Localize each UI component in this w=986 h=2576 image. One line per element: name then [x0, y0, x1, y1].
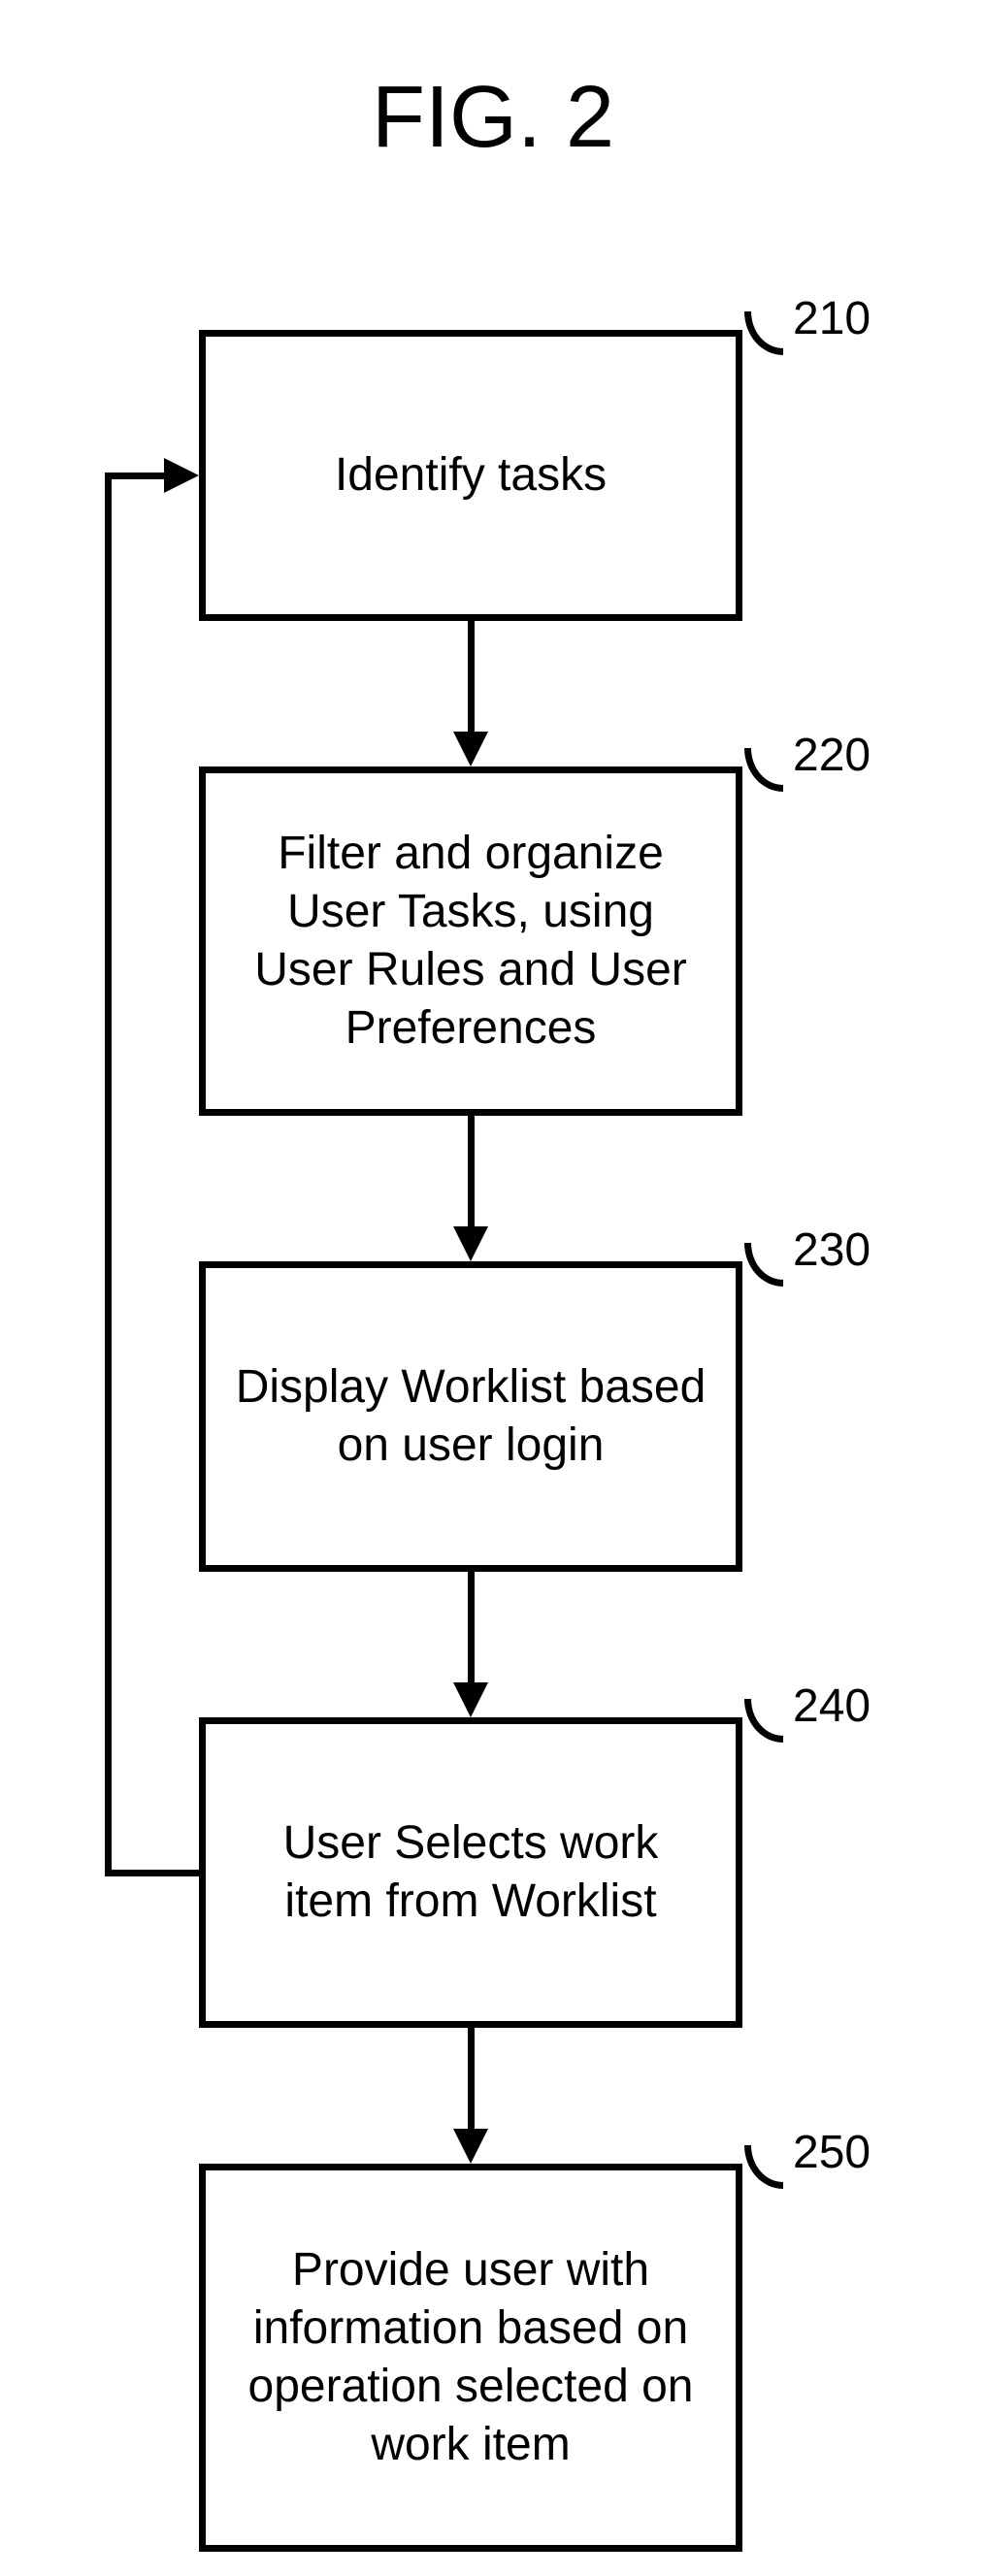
arrow-down-shaft [468, 2028, 475, 2129]
arrow-down-shaft [468, 1116, 475, 1226]
flow-step-label: Identify tasks [335, 446, 607, 505]
ref-number-240: 240 [793, 1679, 871, 1733]
arrow-down-head [453, 1682, 488, 1717]
ref-number-230: 230 [793, 1223, 871, 1277]
arrow-down-shaft [468, 1572, 475, 1682]
flow-step-label: Display Worklist based on user login [235, 1358, 707, 1475]
feedback-line-in [105, 473, 164, 479]
flow-step-b2: Filter and organize User Tasks, using Us… [199, 766, 742, 1116]
ref-lead-line [744, 1243, 783, 1287]
figure-title: FIG. 2 [0, 68, 986, 168]
arrow-down-head [453, 732, 488, 766]
ref-number-250: 250 [793, 2126, 871, 2179]
arrow-down-shaft [468, 621, 475, 732]
flow-step-label: Filter and organize User Tasks, using Us… [235, 825, 707, 1058]
arrow-down-head [453, 2129, 488, 2164]
flow-step-b1: Identify tasks [199, 330, 742, 621]
flow-step-b3: Display Worklist based on user login [199, 1261, 742, 1572]
ref-lead-line [744, 2145, 783, 2189]
flow-step-b4: User Selects work item from Worklist [199, 1717, 742, 2028]
ref-lead-line [744, 748, 783, 792]
flow-step-label: User Selects work item from Worklist [235, 1814, 707, 1931]
arrow-down-head [453, 1226, 488, 1261]
flow-step-label: Provide user with information based on o… [235, 2241, 707, 2474]
ref-number-220: 220 [793, 729, 871, 782]
feedback-line-up [105, 473, 112, 1876]
ref-lead-line [744, 311, 783, 355]
feedback-line-out [105, 1870, 199, 1876]
ref-lead-line [744, 1699, 783, 1743]
flow-step-b5: Provide user with information based on o… [199, 2164, 742, 2552]
feedback-arrow-head [164, 458, 199, 493]
ref-number-210: 210 [793, 292, 871, 345]
